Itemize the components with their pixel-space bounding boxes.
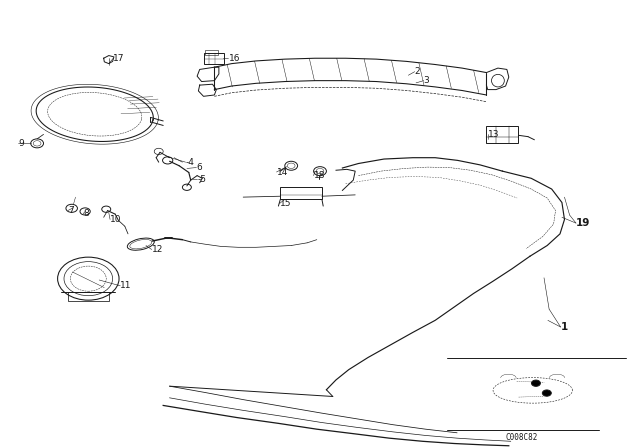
Bar <box>205 50 218 55</box>
Text: 14: 14 <box>276 168 288 177</box>
Text: 18: 18 <box>314 171 325 180</box>
Text: 19: 19 <box>576 218 590 228</box>
Circle shape <box>542 390 551 396</box>
Text: 2: 2 <box>415 67 420 76</box>
Text: -4: -4 <box>186 158 195 167</box>
Text: 10: 10 <box>110 215 122 224</box>
Bar <box>486 126 518 143</box>
Text: 8: 8 <box>83 209 89 218</box>
Text: 11: 11 <box>120 281 132 290</box>
Text: 6: 6 <box>196 163 202 172</box>
Text: 17: 17 <box>113 54 125 63</box>
Text: 3: 3 <box>424 76 429 85</box>
Text: 12: 12 <box>152 245 163 254</box>
Bar <box>204 53 224 64</box>
Text: 15: 15 <box>280 199 291 208</box>
Text: 9: 9 <box>18 139 24 148</box>
Text: 7: 7 <box>68 206 74 215</box>
Text: 1: 1 <box>561 322 568 332</box>
Text: -5: -5 <box>197 175 206 184</box>
Text: 16: 16 <box>228 54 240 63</box>
Bar <box>280 187 322 199</box>
Bar <box>68 292 109 301</box>
Circle shape <box>531 380 540 386</box>
Text: 13: 13 <box>488 130 499 139</box>
Text: C008C82: C008C82 <box>506 433 538 442</box>
